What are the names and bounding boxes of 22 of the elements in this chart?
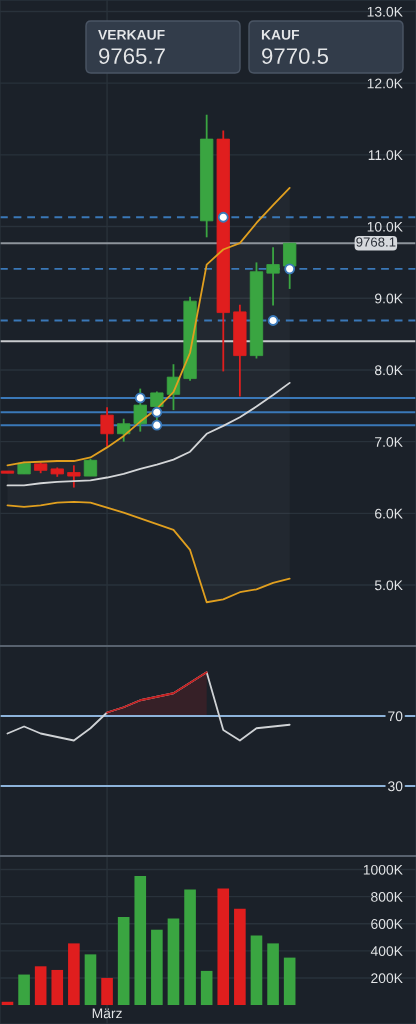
y-tick-label: 5.0K — [374, 580, 403, 591]
y-tick-label: 600K — [371, 919, 403, 929]
annotation: 9765.7 — [99, 48, 165, 64]
y-tick-label: 30 — [388, 781, 403, 792]
y-tick-label: 11.0K — [368, 150, 403, 161]
annotation: VERKAUF — [98, 30, 165, 40]
y-tick-label: 8.0K — [374, 365, 403, 376]
y-tick-label: 12.0K — [367, 78, 403, 89]
x-tick-label: März — [92, 1008, 122, 1019]
ref-line-label: 9768.1 — [356, 237, 396, 247]
y-tick-label: 10.0K — [367, 221, 403, 232]
annotation: 9770.5 — [262, 48, 329, 64]
y-tick-label: 13.0K — [367, 6, 403, 17]
y-tick-label: 200K — [371, 973, 403, 984]
y-tick-label: 6.0K — [375, 508, 403, 519]
y-tick-label: 70 — [388, 711, 403, 722]
y-tick-label: 1000K — [363, 864, 403, 875]
annotation: KAUF — [261, 30, 300, 40]
y-tick-label: 400K — [370, 946, 403, 957]
y-tick-label: 800K — [371, 891, 403, 902]
y-tick-label: 9.0K — [375, 293, 403, 304]
y-tick-label: 7.0K — [375, 436, 403, 447]
